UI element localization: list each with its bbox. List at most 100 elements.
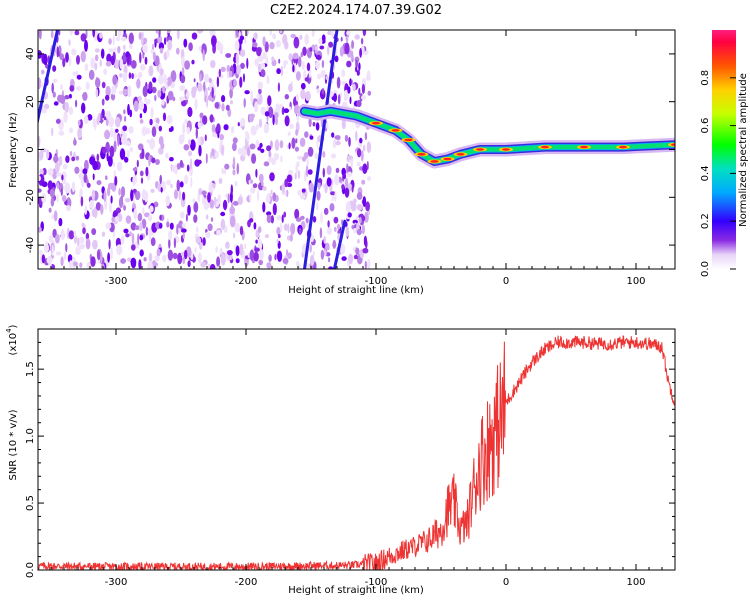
noise-blob: [159, 214, 162, 221]
noise-blob: [119, 148, 126, 160]
noise-blob: [79, 262, 83, 268]
noise-blob: [210, 60, 216, 69]
noise-blob: [333, 93, 337, 102]
noise-blob: [157, 35, 163, 45]
noise-blob: [270, 215, 274, 224]
noise-blob: [113, 47, 117, 53]
noise-blob: [141, 148, 145, 160]
noise-blob: [107, 187, 111, 197]
noise-blob: [191, 32, 198, 40]
noise-blob: [366, 70, 371, 79]
noise-blob: [307, 169, 313, 175]
noise-blob: [235, 258, 240, 264]
noise-blob: [100, 204, 104, 215]
noise-blob: [187, 106, 193, 118]
noise-blob: [120, 186, 126, 198]
noise-blob: [198, 188, 203, 196]
noise-blob: [257, 81, 264, 90]
noise-blob: [172, 96, 176, 102]
noise-blob: [185, 213, 188, 222]
noise-blob: [320, 69, 326, 78]
noise-blob: [41, 193, 47, 203]
noise-blob: [269, 30, 273, 36]
noise-blob: [129, 146, 133, 153]
noise-blob: [155, 117, 160, 125]
noise-blob: [165, 152, 169, 159]
noise-blob: [327, 45, 330, 56]
noise-blob: [193, 201, 199, 213]
noise-blob: [289, 234, 293, 242]
noise-blob: [365, 201, 370, 212]
noise-blob: [175, 47, 180, 55]
noise-blob: [166, 179, 172, 186]
noise-blob: [211, 132, 218, 138]
noise-blob: [257, 54, 264, 63]
noise-blob: [337, 94, 341, 105]
noise-blob: [281, 183, 286, 194]
noise-blob: [85, 238, 91, 250]
noise-blob: [304, 33, 310, 46]
noise-blob: [282, 34, 288, 45]
noise-blob: [322, 37, 326, 43]
noise-blob: [189, 158, 193, 170]
noise-blob: [353, 254, 358, 260]
y-tick-label: 0.0: [25, 562, 36, 578]
noise-blob: [315, 60, 320, 70]
noise-blob: [179, 96, 185, 102]
noise-blob: [136, 159, 139, 168]
noise-blob: [62, 163, 68, 170]
x-tick-label: -300: [105, 276, 128, 287]
noise-blob: [347, 171, 353, 177]
noise-blob: [292, 64, 295, 73]
noise-blob: [314, 152, 319, 160]
noise-blob: [78, 172, 85, 180]
noise-blob: [262, 201, 266, 213]
noise-blob: [229, 87, 233, 99]
noise-blob: [123, 30, 126, 34]
noise-blob: [75, 99, 78, 108]
noise-blob: [188, 150, 192, 157]
noise-blob: [295, 129, 299, 136]
colorbar: 0.0 0.2 0.4 0.6 0.8 Normalized spectral ampl…: [700, 30, 749, 277]
noise-blob: [272, 114, 275, 126]
noise-blob: [354, 34, 360, 40]
noise-blob: [236, 163, 240, 175]
noise-blob: [306, 62, 311, 72]
noise-blob: [366, 141, 372, 153]
noise-blob: [76, 74, 82, 80]
noise-blob: [52, 65, 57, 72]
noise-blob: [86, 182, 91, 188]
noise-blob: [309, 135, 314, 140]
noise-blob: [199, 241, 203, 250]
noise-blob: [257, 226, 262, 234]
noise-blob: [298, 262, 301, 269]
y-tick-label: 1.5: [25, 361, 36, 377]
noise-blob: [69, 127, 74, 134]
x-tick-label: 0: [503, 577, 509, 588]
noise-blob: [148, 155, 151, 167]
noise-blob: [309, 244, 312, 253]
noise-blob: [188, 139, 192, 146]
noise-blob: [239, 225, 244, 236]
noise-blob: [259, 142, 263, 148]
noise-blob: [303, 152, 309, 159]
noise-blob: [217, 130, 220, 139]
noise-blob: [276, 215, 282, 221]
noise-blob: [144, 97, 148, 103]
noise-blob: [283, 60, 287, 69]
noise-blob: [258, 118, 263, 128]
noise-blob: [359, 137, 363, 144]
noise-blob: [61, 174, 64, 181]
noise-blob: [179, 181, 184, 188]
noise-blob: [53, 101, 59, 106]
noise-blob: [362, 163, 368, 174]
noise-blob: [84, 63, 89, 72]
noise-blob: [197, 159, 202, 165]
noise-blob: [286, 249, 288, 257]
noise-blob: [294, 172, 297, 180]
noise-blob: [179, 85, 183, 91]
noise-blob: [142, 43, 148, 54]
noise-blob: [221, 95, 226, 103]
noise-blob: [51, 82, 54, 94]
noise-blob: [181, 56, 186, 68]
